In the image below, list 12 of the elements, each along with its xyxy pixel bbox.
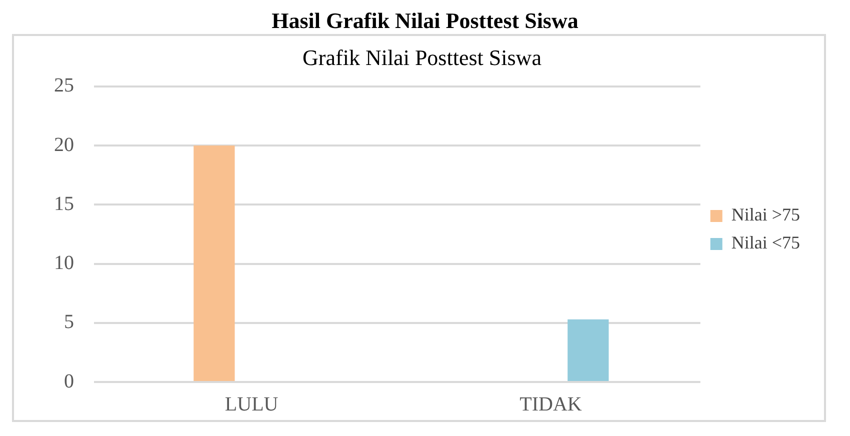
chart-subtitle: Grafik Nilai Posttest Siswa [302, 44, 542, 70]
legend-label: Nilai <75 [731, 232, 800, 253]
y-tick-label: 25 [54, 74, 74, 97]
legend-label: Nilai >75 [731, 204, 800, 225]
x-tick-label: LULU [224, 393, 279, 416]
y-tick-label: 5 [64, 311, 74, 334]
y-tick-label: 20 [54, 134, 74, 156]
y-tick-label: 0 [64, 370, 74, 392]
y-tick-label: 10 [54, 252, 74, 274]
y-tick-label: 15 [54, 192, 74, 215]
x-tick-label: TIDAK [520, 393, 582, 416]
chart-title: Hasil Grafik Nilai Posttest Siswa [270, 8, 580, 34]
